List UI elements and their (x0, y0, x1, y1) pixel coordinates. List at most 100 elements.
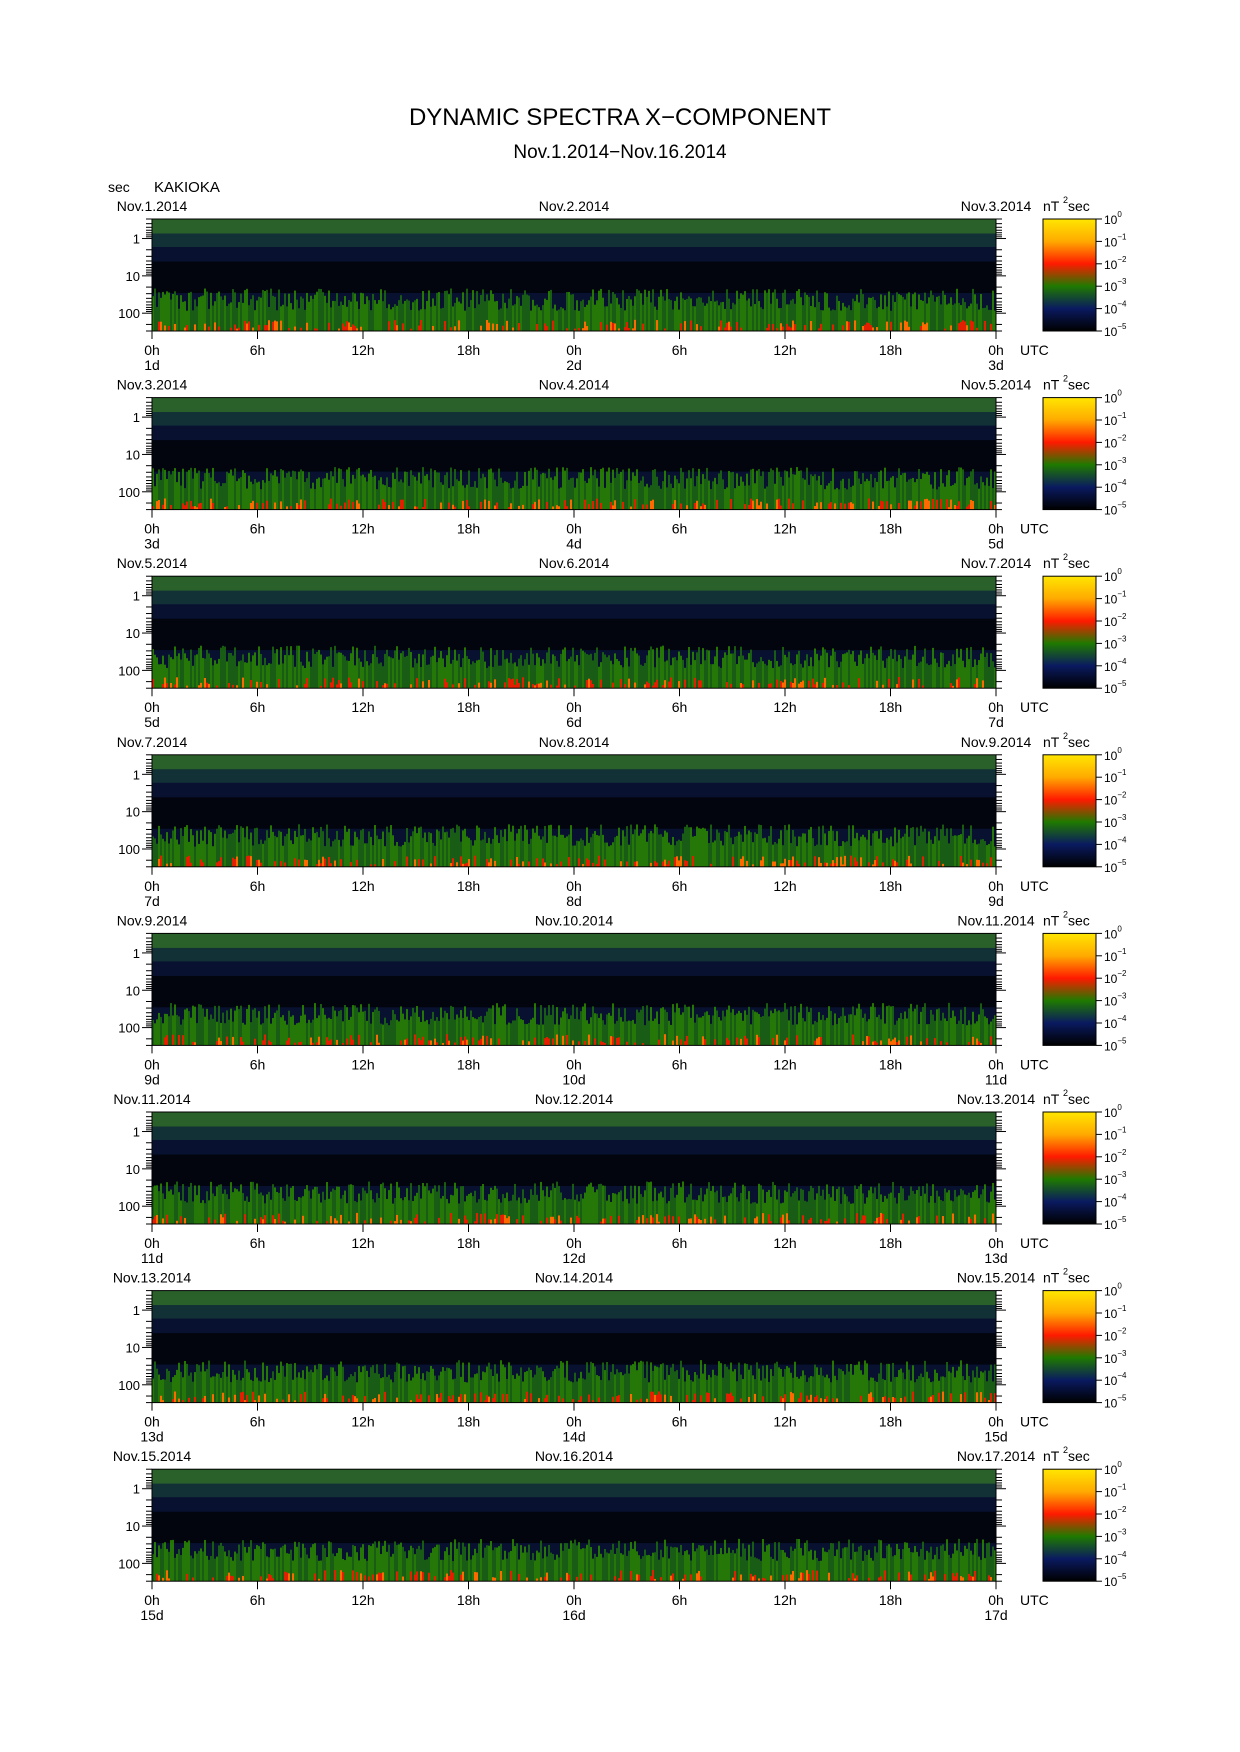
colorbar-tick-label: 10−4 (1104, 1193, 1127, 1210)
colorbar-gradient (1042, 932, 1097, 1046)
x-axis-unit: UTC (1020, 1235, 1049, 1251)
colorbar-tick-label: 100 (1104, 567, 1122, 584)
colorbar-tick-label: 10−1 (1104, 590, 1127, 607)
x-tick-label: 12h (773, 521, 796, 537)
colorbar-tick-label: 100 (1104, 1103, 1122, 1120)
panel-top-band (152, 754, 996, 770)
y-tick-label: 100 (118, 1378, 140, 1393)
y-tick-label: 1 (133, 589, 140, 604)
x-tick-label: 12h (351, 699, 374, 715)
x-tick-label: 0h (144, 521, 160, 537)
day-label: 7d (988, 714, 1004, 730)
day-label: 7d (144, 893, 160, 909)
x-tick-label: 12h (351, 1592, 374, 1608)
date-label-start: Nov.3.2014 (117, 377, 188, 393)
date-label-end: Nov.3.2014 (961, 198, 1032, 214)
x-tick-label: 18h (457, 1235, 480, 1251)
date-label-end: Nov.11.2014 (957, 912, 1035, 928)
x-tick-label: 6h (672, 1414, 688, 1430)
y-axis-ticks (142, 397, 1006, 511)
y-tick-label: 100 (118, 1021, 140, 1036)
chart-subtitle: Nov.1.2014−Nov.16.2014 (513, 142, 727, 163)
colorbar-tick-label: 10−3 (1104, 1349, 1127, 1366)
x-tick-label: 12h (773, 342, 796, 358)
spectral-power-strips (152, 1002, 996, 1046)
y-axis-ticks (142, 932, 1006, 1046)
day-label: 4d (566, 536, 582, 552)
x-tick-label: 6h (672, 1235, 688, 1251)
day-label: 11d (985, 1071, 1007, 1087)
spectra-panel: 1 10 100 0h 6h 12h 18h 0h 6h 12h 18h 0h UTC 15d 16d 17d… (113, 1445, 1127, 1623)
spectra-panel: 1 10 100 0h 6h 12h 18h 0h 6h 12h 18h 0h UTC 13d 14d 15d… (113, 1267, 1127, 1445)
colorbar-tick-label: 10−5 (1104, 322, 1127, 339)
colorbar-tick-label: 10−3 (1104, 813, 1127, 830)
colorbar: nT 2sec 100 10−1 10−2 10−3 10−4 10−5 (1042, 731, 1127, 875)
y-tick-label: 1 (133, 1125, 140, 1140)
colorbar: nT 2sec 100 10−1 10−2 10−3 10−4 10−5 (1042, 1267, 1127, 1411)
colorbar-tick-label: 10−2 (1104, 612, 1127, 629)
y-tick-label: 100 (118, 306, 140, 321)
x-tick-label: 0h (566, 699, 582, 715)
spectral-power-strips (152, 1360, 996, 1403)
x-tick-label: 0h (988, 1235, 1004, 1251)
colorbar: nT 2sec 100 10−1 10−2 10−3 10−4 10−5 (1042, 1088, 1127, 1232)
colorbar-tick-label: 10−5 (1104, 1394, 1127, 1411)
y-tick-label: 1 (133, 767, 140, 782)
x-tick-label: 12h (351, 1056, 374, 1072)
x-tick-label: 12h (773, 1056, 796, 1072)
colorbar-tick-label: 100 (1104, 1460, 1122, 1477)
y-tick-label: 100 (118, 485, 140, 500)
x-tick-label: 18h (457, 878, 480, 894)
date-label-mid: Nov.4.2014 (539, 377, 610, 393)
colorbar-unit: nT 2sec (1043, 1267, 1090, 1286)
colorbar-tick-label: 10−1 (1104, 947, 1127, 964)
date-label-start: Nov.15.2014 (113, 1448, 192, 1464)
x-tick-label: 0h (566, 878, 582, 894)
colorbar-tick-label: 10−2 (1104, 791, 1127, 808)
colorbar-gradient (1042, 218, 1097, 332)
date-label-mid: Nov.16.2014 (535, 1448, 614, 1464)
colorbar-tick-label: 10−3 (1104, 456, 1127, 473)
spectral-power-strips (152, 1181, 996, 1224)
x-tick-label: 0h (988, 878, 1004, 894)
panel-upper-band (152, 590, 996, 605)
colorbar-unit: nT 2sec (1043, 1088, 1090, 1107)
panel-upper-band (152, 233, 996, 247)
panel-dark-band (152, 1154, 996, 1186)
colorbar-tick-label: 10−5 (1104, 858, 1127, 875)
colorbar-tick-label: 10−2 (1104, 1148, 1127, 1165)
spectra-panel: 1 10 100 0h 6h 12h 18h 0h 6h 12h 18h 0h UTC 3d 4d 5d Nov… (117, 374, 1127, 552)
x-tick-label: 0h (566, 1414, 582, 1430)
x-tick-label: 6h (250, 1414, 266, 1430)
panel-upper-band (152, 1126, 996, 1140)
x-tick-label: 18h (457, 1056, 480, 1072)
x-tick-label: 18h (879, 1414, 902, 1430)
y-tick-label: 100 (118, 1556, 140, 1571)
y-tick-label: 100 (118, 1199, 140, 1214)
x-tick-label: 0h (144, 878, 160, 894)
y-tick-label: 10 (126, 626, 140, 641)
date-label-start: Nov.9.2014 (117, 912, 188, 928)
x-tick-label: 6h (250, 342, 266, 358)
colorbar-gradient (1042, 754, 1097, 868)
day-label: 3d (988, 357, 1004, 373)
colorbar-tick-label: 10−4 (1104, 835, 1127, 852)
date-label-start: Nov.11.2014 (113, 1091, 191, 1107)
y-tick-label: 100 (118, 842, 140, 857)
date-label-mid: Nov.12.2014 (535, 1091, 614, 1107)
x-tick-label: 6h (672, 699, 688, 715)
panel-top-band (152, 576, 996, 591)
x-tick-label: 0h (566, 1056, 582, 1072)
x-tick-label: 12h (351, 342, 374, 358)
panel-dark-band (152, 975, 996, 1008)
colorbar: nT 2sec 100 10−1 10−2 10−3 10−4 10−5 (1042, 552, 1127, 696)
x-tick-label: 12h (773, 1592, 796, 1608)
colorbar-tick-label: 10−4 (1104, 657, 1127, 674)
panel-dark-band (152, 618, 996, 651)
spectral-power-strips (152, 467, 996, 510)
colorbar-tick-label: 10−5 (1104, 1036, 1127, 1053)
panel-top-band (152, 933, 996, 948)
x-tick-label: 6h (250, 699, 266, 715)
x-tick-label: 18h (879, 878, 902, 894)
colorbar-gradient (1042, 1111, 1097, 1225)
